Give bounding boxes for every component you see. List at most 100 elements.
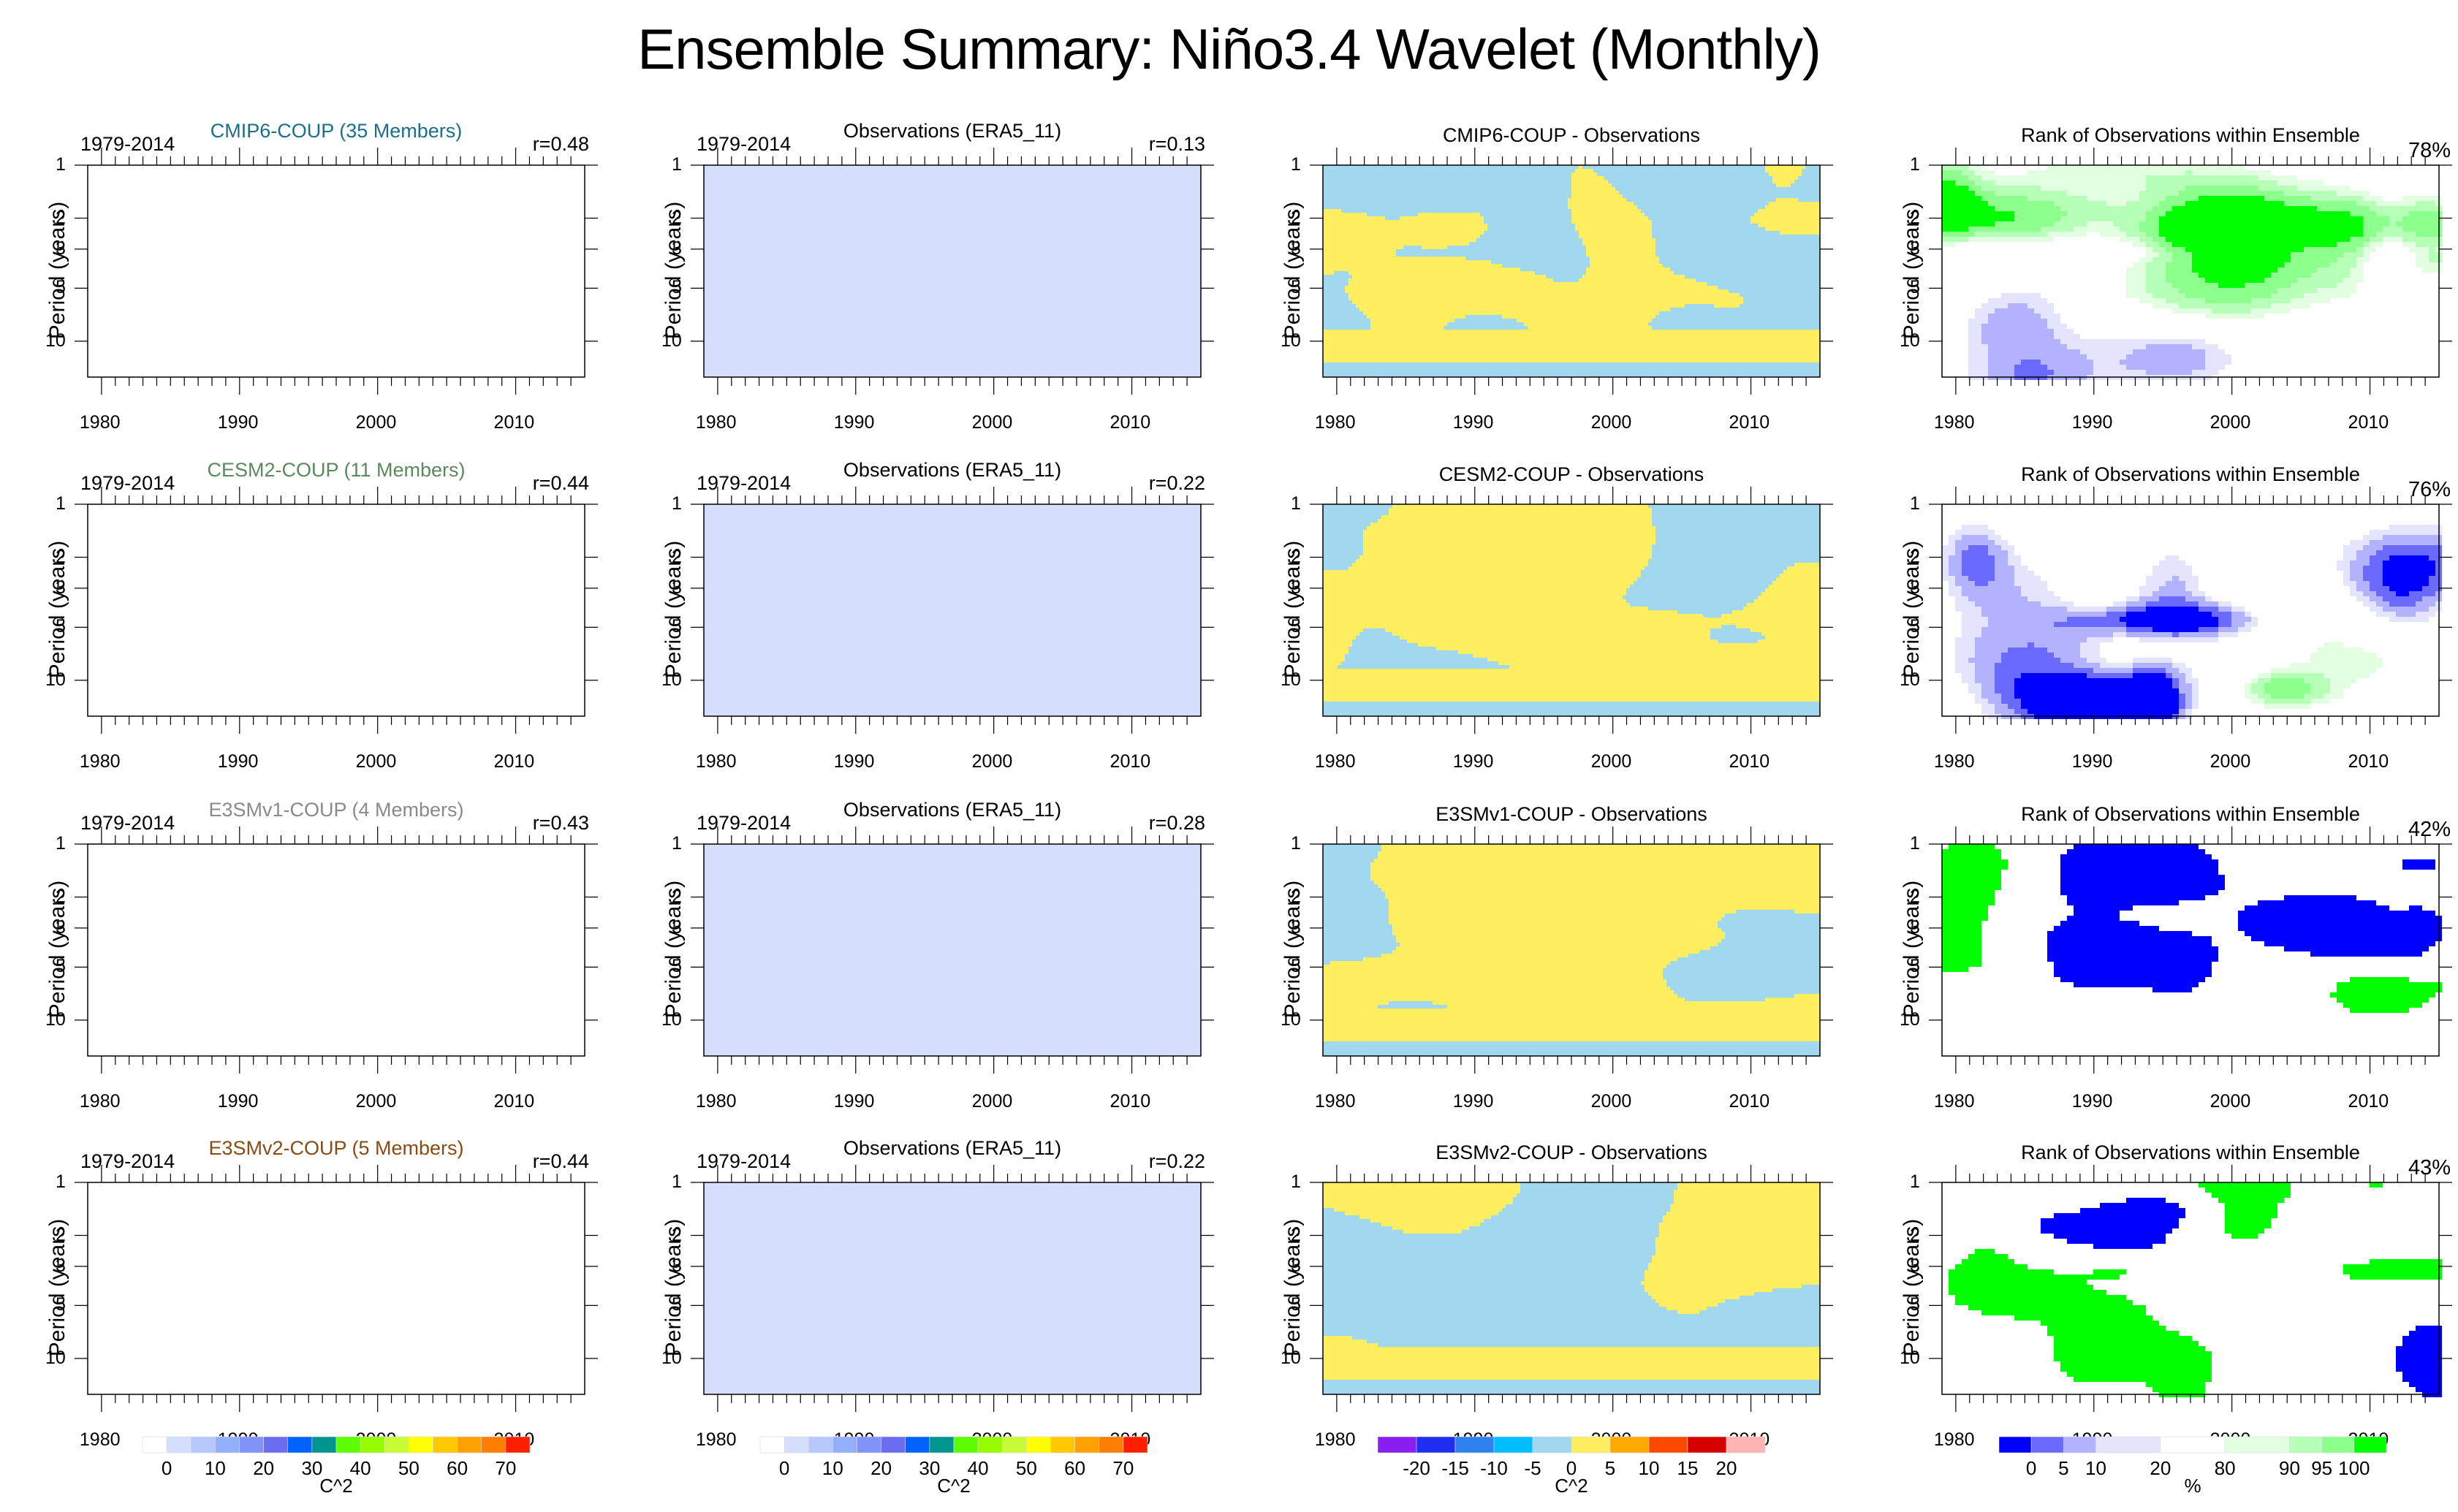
rank-cell: [2337, 237, 2343, 242]
rank-cell: [2172, 637, 2179, 642]
diff-cell: [1323, 610, 1677, 614]
rank-cell: [2139, 232, 2146, 237]
rank-cell: [2264, 683, 2271, 688]
rank-cell: [2284, 262, 2291, 267]
diff-cell: [1381, 954, 1688, 957]
rank-cell: [1955, 216, 1962, 221]
rank-cell: [2324, 683, 2330, 688]
diff-cell: [1345, 286, 1718, 289]
rank-cell: [2192, 637, 2199, 642]
rank-cell: [2021, 329, 2028, 334]
rank-cell: [2192, 596, 2199, 601]
rank-cell: [2277, 288, 2284, 293]
rank-cell: [2225, 170, 2231, 175]
rank-cell: [1981, 191, 1988, 196]
rank-cell: [2041, 206, 2047, 211]
rank-cell: [2251, 237, 2258, 242]
diff-cell: [1323, 341, 1820, 344]
rank-cell: [2047, 683, 2054, 688]
rank-cell: [2080, 165, 2087, 170]
rank-cell: [2126, 875, 2133, 880]
rank-cell: [2021, 647, 2028, 653]
rank-cell: [1995, 632, 2001, 637]
rank-cell: [2225, 232, 2231, 237]
rank-cell: [2317, 678, 2324, 683]
rank-cell: [2416, 566, 2422, 571]
rank-cell: [2310, 237, 2317, 242]
rank-cell: [2409, 206, 2416, 211]
rank-cell: [2126, 617, 2133, 622]
rank-cell: [2376, 586, 2383, 591]
rank-cell: [1995, 658, 2001, 663]
rank-cell: [2152, 596, 2159, 601]
rank-cell: [2324, 642, 2330, 647]
rank-cell: [2120, 196, 2126, 201]
rank-cell: [2370, 601, 2376, 607]
rank-cell: [2429, 221, 2435, 227]
rank-cell: [2343, 566, 2350, 571]
rank-cell: [2021, 637, 2028, 642]
rank-cell: [2231, 181, 2238, 186]
rank-cell: [2205, 622, 2212, 627]
rank-cell: [2324, 653, 2330, 658]
rank-cell: [2054, 673, 2060, 678]
rank-cell: [2054, 232, 2060, 237]
rank-cell: [2376, 196, 2383, 201]
rank-cell: [2264, 308, 2271, 314]
rank-cell: [2060, 196, 2067, 201]
rank-cell: [2416, 257, 2422, 262]
diff-cell: [1352, 563, 1648, 566]
rank-cell: [1968, 175, 1975, 181]
diff-cell: [1323, 253, 1396, 257]
rank-cell: [2225, 191, 2231, 196]
rank-cell: [2034, 591, 2041, 596]
rank-cell: [2179, 688, 2185, 694]
rank-cell: [2100, 885, 2106, 890]
rank-cell: [1995, 704, 2001, 709]
rank-cell: [2060, 688, 2067, 694]
rank-cell: [2126, 196, 2133, 201]
rank-cell: [2304, 673, 2310, 678]
diff-cell: [1352, 275, 1546, 278]
rank-cell: [2133, 365, 2139, 370]
y-tick-label: 1: [672, 493, 682, 514]
rank-cell: [1981, 581, 1988, 586]
rank-cell: [1995, 329, 2001, 334]
rank-cell: [2087, 181, 2093, 186]
rank-cell: [2008, 566, 2014, 571]
diff-cell: [1765, 227, 1820, 231]
rank-cell: [2284, 303, 2291, 308]
rank-cell: [2133, 880, 2139, 885]
rank-cell: [2409, 550, 2416, 555]
rank-cell: [1949, 206, 1955, 211]
rank-cell: [2310, 216, 2317, 221]
rank-cell: [2028, 632, 2034, 637]
rank-cell: [1981, 870, 1988, 875]
rank-cell: [1981, 607, 1988, 612]
rank-cell: [2258, 237, 2264, 242]
rank-cell: [2152, 370, 2159, 375]
rank-cell: [2416, 540, 2422, 545]
rank-cell: [2376, 612, 2383, 617]
rank-cell: [2172, 247, 2179, 252]
rank-cell: [1962, 637, 1968, 642]
y-axis-label: Period (years): [1281, 201, 1305, 340]
rank-cell: [2087, 186, 2093, 191]
rank-cell: [2205, 617, 2212, 622]
rank-cell: [2350, 663, 2356, 668]
rank-cell: [2120, 663, 2126, 668]
rank-cell: [2008, 586, 2014, 591]
rank-cell: [1988, 540, 1995, 545]
rank-cell: [2060, 859, 2067, 865]
rank-cell: [2337, 658, 2343, 663]
diff-cell: [1323, 1038, 1820, 1041]
rank-cell: [2297, 196, 2304, 201]
rank-cell: [2120, 885, 2126, 890]
rank-cell: [2041, 175, 2047, 181]
rank-cell: [2324, 273, 2330, 278]
rank-cell: [2356, 211, 2363, 216]
rank-cell: [2008, 314, 2014, 319]
rank-cell: [2014, 561, 2021, 566]
rank-cell: [2126, 293, 2133, 298]
rank-cell: [2152, 885, 2159, 890]
